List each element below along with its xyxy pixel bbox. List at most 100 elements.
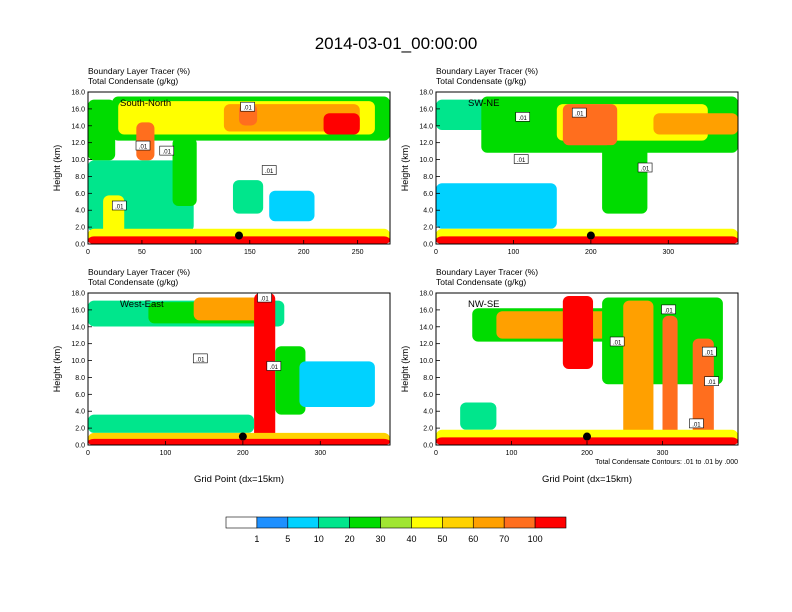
y-tick-label: 8.0 bbox=[423, 375, 433, 382]
y-tick-label: 12.0 bbox=[419, 140, 433, 147]
contour-label: .01 bbox=[159, 145, 175, 156]
svg-text:.01: .01 bbox=[664, 308, 673, 314]
contour-label: .01 bbox=[704, 376, 719, 386]
y-tick-label: 2.0 bbox=[423, 426, 433, 433]
svg-text:.01: .01 bbox=[260, 297, 269, 303]
panel-title-condensate: Total Condensate (g/kg) bbox=[88, 277, 178, 287]
legend-label: 60 bbox=[468, 534, 478, 544]
y-tick-label: 14.0 bbox=[71, 324, 85, 331]
legend-swatch bbox=[442, 516, 474, 529]
tracer-region bbox=[269, 190, 315, 222]
panel-title-condensate: Total Condensate (g/kg) bbox=[88, 76, 178, 86]
y-tick-label: 10.0 bbox=[71, 157, 85, 164]
contour-label: .01 bbox=[513, 154, 529, 164]
panel-south-north: 0.0 2.0 4.0 6.0 8.0 10.0 12.0 14.0 16.0 18.0 0 50 10… bbox=[52, 66, 391, 256]
location-marker bbox=[586, 231, 595, 240]
y-axis-label: Height (km) bbox=[400, 145, 410, 192]
x-tick-label: 200 bbox=[298, 249, 310, 256]
x-tick-label: 0 bbox=[434, 450, 438, 457]
contour-label: .01 bbox=[515, 112, 531, 122]
legend-swatch bbox=[225, 516, 258, 529]
panel-label: South-North bbox=[120, 98, 171, 109]
contour-footnote: Total Condensate Contours: .01 to .01 by… bbox=[595, 459, 738, 466]
y-tick-label: 8.0 bbox=[75, 375, 85, 382]
contour-label: .01 bbox=[609, 336, 625, 346]
x-tick-label: 50 bbox=[138, 249, 146, 256]
svg-text:.01: .01 bbox=[575, 112, 584, 118]
svg-text:.01: .01 bbox=[517, 158, 526, 164]
tracer-field bbox=[436, 96, 738, 244]
contour-label: .01 bbox=[111, 200, 127, 211]
tracer-region bbox=[602, 145, 648, 214]
x-tick-label: 150 bbox=[244, 249, 256, 256]
contour-label: .01 bbox=[192, 353, 208, 363]
contour-label: .01 bbox=[266, 361, 282, 371]
y-tick-label: 6.0 bbox=[75, 191, 85, 198]
tracer-region bbox=[275, 346, 306, 415]
x-tick-label: 0 bbox=[434, 249, 438, 256]
y-tick-label: 4.0 bbox=[75, 409, 85, 416]
svg-text:.01: .01 bbox=[692, 422, 701, 428]
x-tick-label: 100 bbox=[508, 249, 520, 256]
panel-title-condensate: Total Condensate (g/kg) bbox=[436, 76, 526, 86]
contour-label: .01 bbox=[135, 140, 151, 151]
y-axis-label: Height (km) bbox=[400, 346, 410, 393]
y-tick-label: 8.0 bbox=[75, 174, 85, 181]
legend-label: 10 bbox=[314, 534, 324, 544]
x-tick-label: 100 bbox=[190, 249, 202, 256]
svg-text:.01: .01 bbox=[519, 116, 528, 122]
tracer-region bbox=[662, 315, 678, 438]
y-tick-label: 2.0 bbox=[423, 225, 433, 232]
tracer-region bbox=[88, 438, 390, 445]
legend-swatch bbox=[411, 516, 443, 529]
y-tick-label: 12.0 bbox=[71, 341, 85, 348]
y-tick-label: 10.0 bbox=[419, 358, 433, 365]
panel-west-east: 0.0 2.0 4.0 6.0 8.0 10.0 12.0 14.0 16.0 18.0 0 100 2… bbox=[52, 267, 391, 485]
panel-title-tracer: Boundary Layer Tracer (%) bbox=[88, 267, 190, 277]
contour-label: .01 bbox=[257, 292, 272, 303]
y-tick-label: 16.0 bbox=[419, 307, 433, 314]
legend-swatch bbox=[318, 516, 350, 529]
x-tick-label: 200 bbox=[237, 450, 249, 457]
legend-swatch bbox=[256, 516, 289, 529]
svg-text:.01: .01 bbox=[613, 340, 622, 346]
plot-frame bbox=[87, 292, 391, 446]
y-tick-label: 18.0 bbox=[419, 90, 433, 97]
tracer-region bbox=[232, 180, 264, 214]
y-tick-label: 14.0 bbox=[419, 123, 433, 130]
y-tick-label: 18.0 bbox=[419, 291, 433, 298]
tracer-region bbox=[562, 296, 594, 369]
panel-label: West-East bbox=[120, 299, 164, 310]
legend-label: 40 bbox=[406, 534, 416, 544]
y-tick-label: 6.0 bbox=[423, 191, 433, 198]
y-tick-label: 14.0 bbox=[419, 324, 433, 331]
legend-label: 5 bbox=[285, 534, 290, 544]
svg-text:.01: .01 bbox=[265, 169, 274, 175]
legend-swatch bbox=[534, 516, 567, 529]
tracer-region bbox=[653, 113, 738, 135]
location-marker bbox=[235, 231, 243, 240]
tracer-field bbox=[88, 293, 390, 445]
tracer-field bbox=[88, 96, 390, 244]
svg-text:.01: .01 bbox=[243, 106, 252, 112]
legend-swatch bbox=[287, 516, 320, 529]
y-tick-label: 2.0 bbox=[75, 426, 85, 433]
y-tick-label: 8.0 bbox=[423, 174, 433, 181]
svg-text:.01: .01 bbox=[115, 205, 124, 211]
panel-title-tracer: Boundary Layer Tracer (%) bbox=[436, 267, 538, 277]
x-tick-label: 300 bbox=[662, 249, 674, 256]
tracer-region bbox=[436, 183, 557, 229]
figure-title: 2014-03-01_00:00:00 bbox=[315, 34, 478, 53]
svg-text:.01: .01 bbox=[641, 167, 650, 173]
tracer-region bbox=[496, 311, 618, 339]
y-tick-label: 14.0 bbox=[71, 123, 85, 130]
legend-swatch bbox=[503, 516, 536, 529]
x-tick-label: 250 bbox=[352, 249, 364, 256]
panel-nw-se: 0.0 2.0 4.0 6.0 8.0 10.0 12.0 14.0 16.0 18.0 0 100 2… bbox=[400, 267, 739, 485]
y-tick-label: 16.0 bbox=[71, 307, 85, 314]
y-tick-label: 18.0 bbox=[71, 90, 85, 97]
x-tick-label: 0 bbox=[86, 249, 90, 256]
tracer-region bbox=[692, 338, 714, 438]
x-tick-label: 0 bbox=[86, 450, 90, 457]
